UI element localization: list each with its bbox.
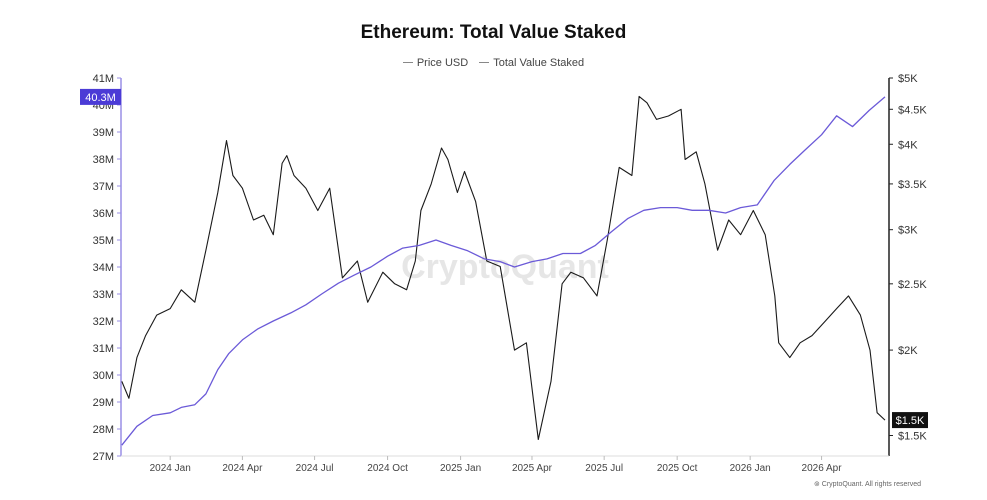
x-tick-label: 2024 Apr [222, 463, 263, 474]
right-current-badge [892, 412, 928, 429]
left-tick-label: 36M [93, 208, 114, 220]
total-value-staked-line [121, 96, 886, 446]
left-tick-label: 33M [93, 289, 114, 301]
left-tick-label: 38M [93, 154, 114, 166]
left-tick-label: 39M [93, 127, 114, 139]
right-tick-label: $1.5K [898, 431, 927, 443]
x-tick-label: 2024 Jul [296, 463, 334, 474]
right-tick-label: $2K [898, 345, 918, 357]
legend-item-staked[interactable]: Total Value Staked [479, 57, 584, 69]
right-tick-label: $3.5K [898, 179, 927, 191]
legend-item-price[interactable]: Price USD [402, 56, 469, 69]
left-tick-label: 32M [93, 316, 114, 328]
legend-swatch-staked [479, 62, 490, 63]
x-tick-label: 2024 Oct [367, 463, 408, 474]
legend-swatch-price [402, 62, 413, 63]
copyright-icon: ⊚ [813, 481, 820, 488]
left-tick-label: 30M [93, 370, 114, 382]
watermark: CryptoQuant [401, 248, 609, 286]
left-current-badge [80, 88, 121, 105]
right-tick-label: $2.5K [898, 279, 927, 291]
x-tick-label: 2025 Jan [440, 463, 481, 474]
x-tick-label: 2026 Jan [730, 463, 771, 474]
left-tick-label: 28M [93, 424, 114, 436]
chart-legend: Price USD Total Value Staked [0, 54, 987, 69]
left-tick-label: 37M [93, 181, 114, 193]
left-tick-label: 41M [93, 73, 114, 85]
left-tick-label: 31M [93, 343, 114, 355]
attribution-text: CryptoQuant. All rights reserved [821, 481, 921, 488]
left-tick-label: 27M [93, 451, 114, 463]
left-current-badge-label: 40.3M [85, 92, 116, 104]
right-tick-label: $5K [898, 73, 918, 85]
right-tick-label: $4.5K [898, 104, 927, 116]
left-tick-label: 29M [93, 397, 114, 409]
right-tick-label: $4K [898, 139, 918, 151]
x-tick-label: 2024 Jan [150, 463, 191, 474]
price-usd-line [121, 95, 886, 441]
legend-label-price: Price USD [416, 56, 469, 69]
attribution: ⊚ CryptoQuant. All rights reserved [814, 480, 921, 488]
right-tick-label: $3K [898, 225, 918, 237]
x-tick-label: 2026 Apr [802, 463, 843, 474]
x-tick-label: 2025 Jul [585, 463, 623, 474]
x-tick-label: 2025 Oct [657, 463, 698, 474]
left-tick-label: 34M [93, 262, 114, 274]
left-tick-label: 35M [93, 235, 114, 247]
right-current-badge-label: $1.5K [896, 415, 925, 427]
legend-label-staked: Total Value Staked [493, 56, 585, 69]
x-tick-label: 2025 Apr [512, 463, 553, 474]
chart-title: Ethereum: Total Value Staked [360, 22, 627, 43]
